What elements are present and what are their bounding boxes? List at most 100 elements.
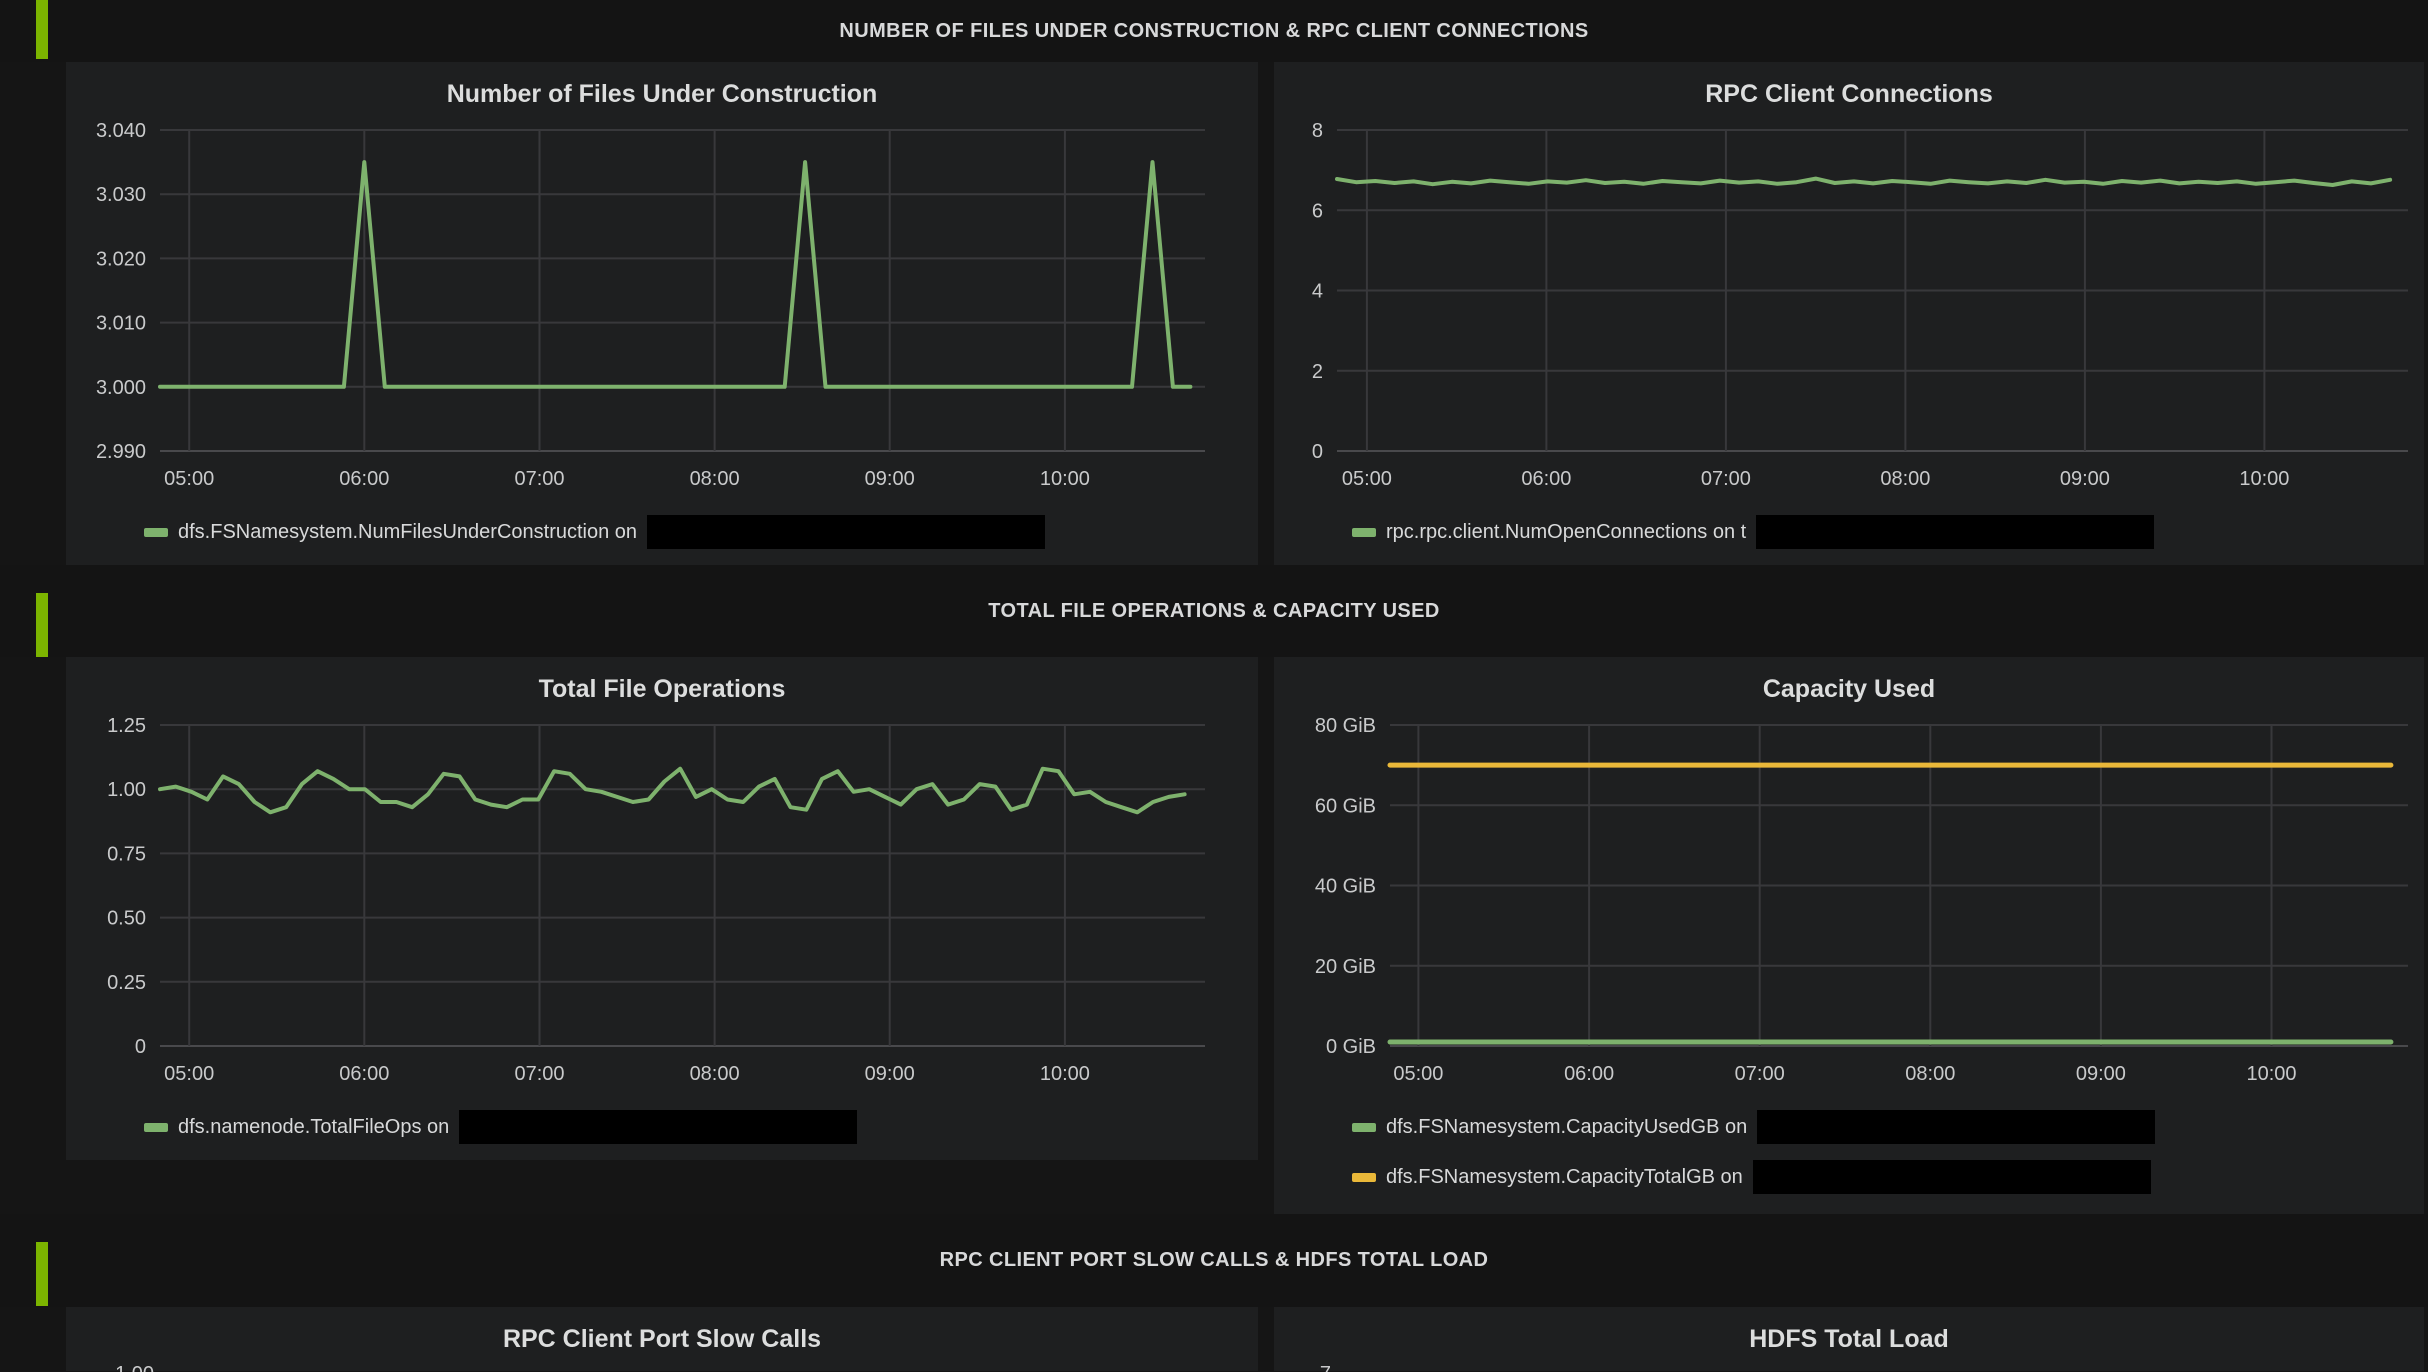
- row-collapse-bar[interactable]: [36, 0, 48, 59]
- y-tick-label: 4: [1312, 281, 1323, 303]
- x-tick-label: 07:00: [1701, 468, 1751, 490]
- x-tick-label: 09:00: [865, 468, 915, 490]
- panel-rpc-client-connections: RPC Client Connections 0 2 4 6 8 05:00 06:00 07…: [1274, 62, 2424, 565]
- chart-canvas[interactable]: 0 0.25 0.50 0.75 1.00 1.25 05:00 06:00 07:00 08:0…: [74, 711, 1250, 1092]
- legend-label[interactable]: dfs.FSNamesystem.CapacityUsedGB on: [1386, 1115, 1748, 1138]
- legend-item[interactable]: dfs.FSNamesystem.NumFilesUnderConstructi…: [144, 513, 1250, 551]
- chart-canvas[interactable]: 0 GiB 20 GiB 40 GiB 60 GiB 80 GiB 05:00 06:00 0…: [1282, 711, 2416, 1092]
- panel-title[interactable]: Capacity Used: [1762, 675, 1936, 703]
- x-tick-label: 10:00: [2246, 1063, 2296, 1085]
- x-tick-label: 07:00: [514, 468, 564, 490]
- x-tick-label: 07:00: [1735, 1063, 1785, 1085]
- y-tick-label: 3.040: [96, 120, 146, 142]
- series-line: [158, 766, 1187, 815]
- legend-label[interactable]: dfs.namenode.TotalFileOps on: [178, 1115, 450, 1138]
- x-tick-label: 09:00: [2060, 468, 2110, 490]
- panel-title[interactable]: HDFS Total Load: [1749, 1325, 1949, 1353]
- y-tick-label: 80 GiB: [1315, 715, 1376, 737]
- x-tick-label: 08:00: [690, 468, 740, 490]
- redacted-hostname-box: [1752, 1160, 2151, 1194]
- chart-legend: dfs.FSNamesystem.CapacityUsedGB on dfs.FS…: [1282, 1108, 2416, 1196]
- y-tick-label: 7: [1290, 1363, 1331, 1372]
- legend-item[interactable]: dfs.namenode.TotalFileOps on: [144, 1108, 1250, 1146]
- legend-label[interactable]: dfs.FSNamesystem.CapacityTotalGB on: [1386, 1165, 1743, 1188]
- panel-rpc-client-port-slow-calls: RPC Client Port Slow Calls 1.00: [66, 1307, 1258, 1372]
- chart-legend: rpc.rpc.client.NumOpenConnections on t: [1282, 513, 2416, 551]
- y-tick-label: 8: [1312, 120, 1323, 142]
- panel-title[interactable]: RPC Client Connections: [1705, 80, 1993, 108]
- panel-title[interactable]: RPC Client Port Slow Calls: [502, 1325, 822, 1353]
- x-tick-label: 08:00: [1880, 468, 1930, 490]
- redacted-hostname-box: [647, 515, 1046, 549]
- chart-canvas[interactable]: 0 2 4 6 8 05:00 06:00 07:00 08:00 09:00 10:00: [1282, 116, 2416, 497]
- x-tick-label: 10:00: [1040, 468, 1090, 490]
- panel-row-3: RPC Client Port Slow Calls 1.00 HDFS Tot…: [66, 1307, 2428, 1372]
- row-header-fileops-capacity[interactable]: TOTAL FILE OPERATIONS & CAPACITY USED: [0, 565, 2428, 657]
- redacted-hostname-box: [1757, 1110, 2156, 1144]
- x-tick-label: 10:00: [2239, 468, 2289, 490]
- series-color-marker: [144, 1122, 168, 1132]
- y-tick-label: 0: [1312, 441, 1323, 463]
- y-tick-label: 0.25: [107, 972, 146, 994]
- y-tick-label: 3.030: [96, 184, 146, 206]
- series-color-marker: [1352, 1172, 1376, 1182]
- row-title: TOTAL FILE OPERATIONS & CAPACITY USED: [988, 599, 1440, 622]
- y-tick-label: 0.50: [107, 908, 146, 930]
- row-collapse-bar[interactable]: [36, 1242, 48, 1306]
- panel-num-files-under-construction: Number of Files Under Construction 2.990…: [66, 62, 1258, 565]
- x-tick-label: 05:00: [1342, 468, 1392, 490]
- panel-row-1: Number of Files Under Construction 2.990…: [66, 62, 2428, 565]
- y-tick-label: 20 GiB: [1315, 956, 1376, 978]
- time-series-chart[interactable]: 0 GiB 20 GiB 40 GiB 60 GiB 80 GiB 05:00 06:00 0…: [1282, 711, 2416, 1092]
- panel-total-file-operations: Total File Operations 0 0.25 0.50 0.75 1.00 1…: [66, 657, 1258, 1160]
- x-tick-label: 08:00: [1905, 1063, 1955, 1085]
- y-tick-label: 0 GiB: [1326, 1036, 1376, 1058]
- x-tick-label: 09:00: [2076, 1063, 2126, 1085]
- time-series-chart[interactable]: 0 0.25 0.50 0.75 1.00 1.25 05:00 06:00 07:00 08:0…: [74, 711, 1250, 1092]
- x-tick-label: 06:00: [339, 468, 389, 490]
- row-title: RPC CLIENT PORT SLOW CALLS & HDFS TOTAL …: [939, 1249, 1489, 1271]
- y-tick-label: 1.25: [107, 715, 146, 737]
- x-tick-label: 06:00: [1564, 1063, 1614, 1085]
- chart-canvas[interactable]: 2.990 3.000 3.010 3.020 3.030 3.040 05:00 06:00…: [74, 116, 1250, 497]
- x-tick-label: 05:00: [164, 468, 214, 490]
- panel-capacity-used: Capacity Used 0 GiB 20 GiB 40 GiB 60 GiB 80 …: [1274, 657, 2424, 1214]
- y-tick-label: 40 GiB: [1315, 876, 1376, 898]
- panel-title[interactable]: Total File Operations: [538, 675, 786, 703]
- time-series-chart[interactable]: 0 2 4 6 8 05:00 06:00 07:00 08:00 09:00 10:00: [1282, 116, 2416, 497]
- y-tick-label: 1.00: [107, 779, 146, 801]
- redacted-hostname-box: [1756, 515, 2155, 549]
- y-tick-label: 2.990: [96, 441, 146, 463]
- series-color-marker: [1352, 527, 1376, 537]
- row-header-slowcalls-load[interactable]: RPC CLIENT PORT SLOW CALLS & HDFS TOTAL …: [0, 1214, 2428, 1307]
- panel-title[interactable]: Number of Files Under Construction: [446, 80, 878, 108]
- y-tick-label: 1.00: [82, 1363, 154, 1372]
- legend-item[interactable]: dfs.FSNamesystem.CapacityTotalGB on: [1352, 1158, 2416, 1196]
- panel-row-2: Total File Operations 0 0.25 0.50 0.75 1.00 1…: [66, 657, 2428, 1214]
- chart-legend: dfs.FSNamesystem.NumFilesUnderConstructi…: [74, 513, 1250, 551]
- y-tick-label: 60 GiB: [1315, 795, 1376, 817]
- series-color-marker: [144, 527, 168, 537]
- legend-label[interactable]: rpc.rpc.client.NumOpenConnections on t: [1386, 520, 1747, 543]
- x-tick-label: 08:00: [690, 1063, 740, 1085]
- series-line: [158, 160, 1193, 389]
- x-tick-label: 10:00: [1040, 1063, 1090, 1085]
- row-header-files-rpc[interactable]: NUMBER OF FILES UNDER CONSTRUCTION & RPC…: [0, 0, 2428, 62]
- legend-label[interactable]: dfs.FSNamesystem.NumFilesUnderConstructi…: [178, 520, 638, 543]
- x-tick-label: 05:00: [164, 1063, 214, 1085]
- y-tick-label: 6: [1312, 200, 1323, 222]
- redacted-hostname-box: [459, 1110, 858, 1144]
- time-series-chart[interactable]: 2.990 3.000 3.010 3.020 3.030 3.040 05:00 06:00…: [74, 116, 1250, 497]
- legend-item[interactable]: dfs.FSNamesystem.CapacityUsedGB on: [1352, 1108, 2416, 1146]
- series-line: [1335, 176, 2393, 187]
- row-title: NUMBER OF FILES UNDER CONSTRUCTION & RPC…: [839, 19, 1589, 42]
- x-tick-label: 05:00: [1393, 1063, 1443, 1085]
- legend-item[interactable]: rpc.rpc.client.NumOpenConnections on t: [1352, 513, 2416, 551]
- x-tick-label: 07:00: [514, 1063, 564, 1085]
- y-tick-label: 3.010: [96, 313, 146, 335]
- y-tick-label: 2: [1312, 361, 1323, 383]
- series-color-marker: [1352, 1122, 1376, 1132]
- y-tick-label: 0.75: [107, 843, 146, 865]
- row-collapse-bar[interactable]: [36, 593, 48, 657]
